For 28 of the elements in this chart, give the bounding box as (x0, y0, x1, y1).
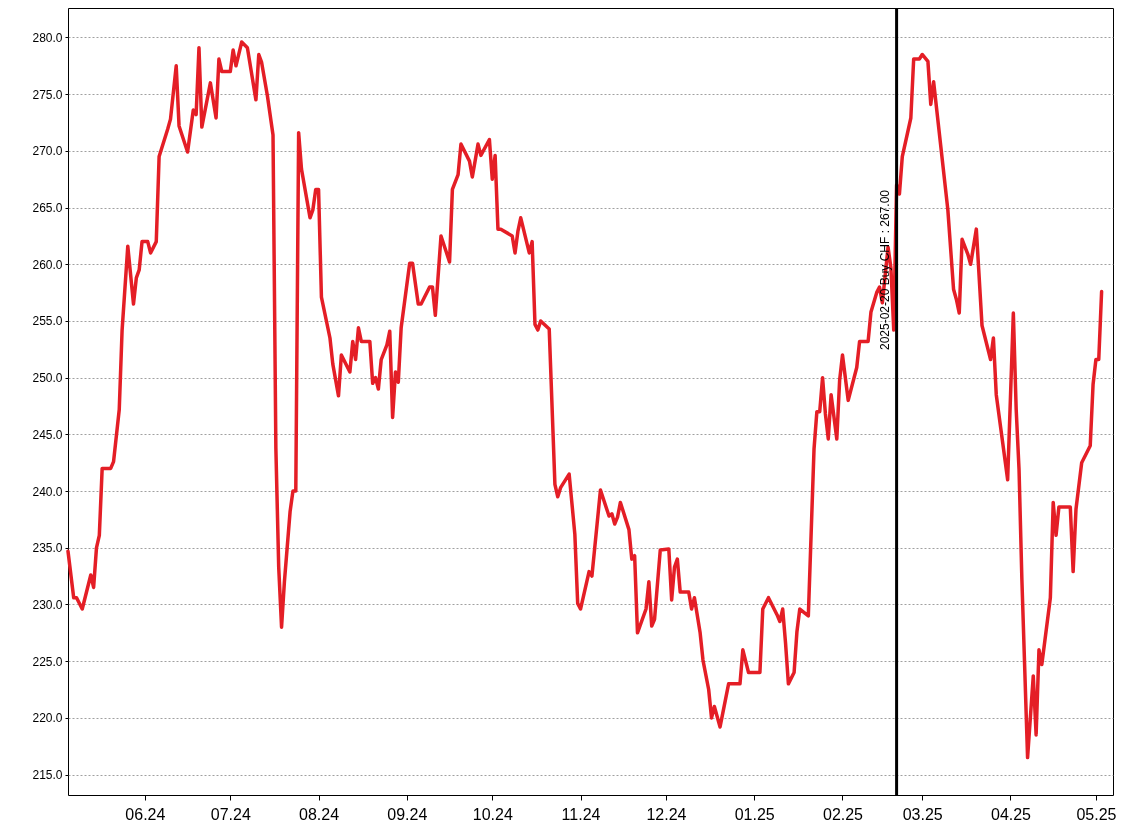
y-tick-label: 255.0 (32, 314, 63, 329)
y-tick-label: 250.0 (32, 371, 63, 386)
y-tick-label: 230.0 (32, 597, 63, 612)
y-tick-label: 225.0 (32, 654, 63, 669)
y-tick-label: 215.0 (32, 768, 63, 783)
y-tick-label: 245.0 (32, 427, 63, 442)
y-tick-label: 275.0 (32, 87, 63, 102)
x-tick-label: 04.25 (990, 805, 1032, 823)
x-tick-label: 11.24 (561, 805, 601, 823)
x-tick-label: 08.24 (299, 805, 340, 823)
y-tick-label: 240.0 (32, 484, 63, 499)
y-tick-label: 235.0 (32, 541, 63, 556)
x-tick-label: 09.24 (387, 805, 428, 823)
x-tick-label: 01.25 (734, 805, 775, 823)
x-tick-label: 03.25 (902, 805, 943, 823)
x-tick-label: 10.24 (472, 805, 513, 823)
x-tick-label: 12.24 (646, 805, 687, 823)
y-tick-label: 260.0 (32, 257, 63, 272)
y-tick-label: 280.0 (32, 30, 63, 45)
ref-line-label: 2025-02-20 Buy CHF : 267.00 (877, 189, 892, 351)
line-series (66, 40, 1104, 760)
y-tick-label: 265.0 (32, 201, 63, 216)
x-tick-label: 05.25 (1076, 805, 1117, 823)
y-tick-label: 220.0 (32, 711, 63, 726)
x-tick-label: 06.24 (125, 805, 166, 823)
x-tick-label: 02.25 (822, 805, 864, 823)
y-tick-label: 270.0 (32, 144, 63, 159)
x-tick-label: 07.24 (210, 805, 251, 823)
